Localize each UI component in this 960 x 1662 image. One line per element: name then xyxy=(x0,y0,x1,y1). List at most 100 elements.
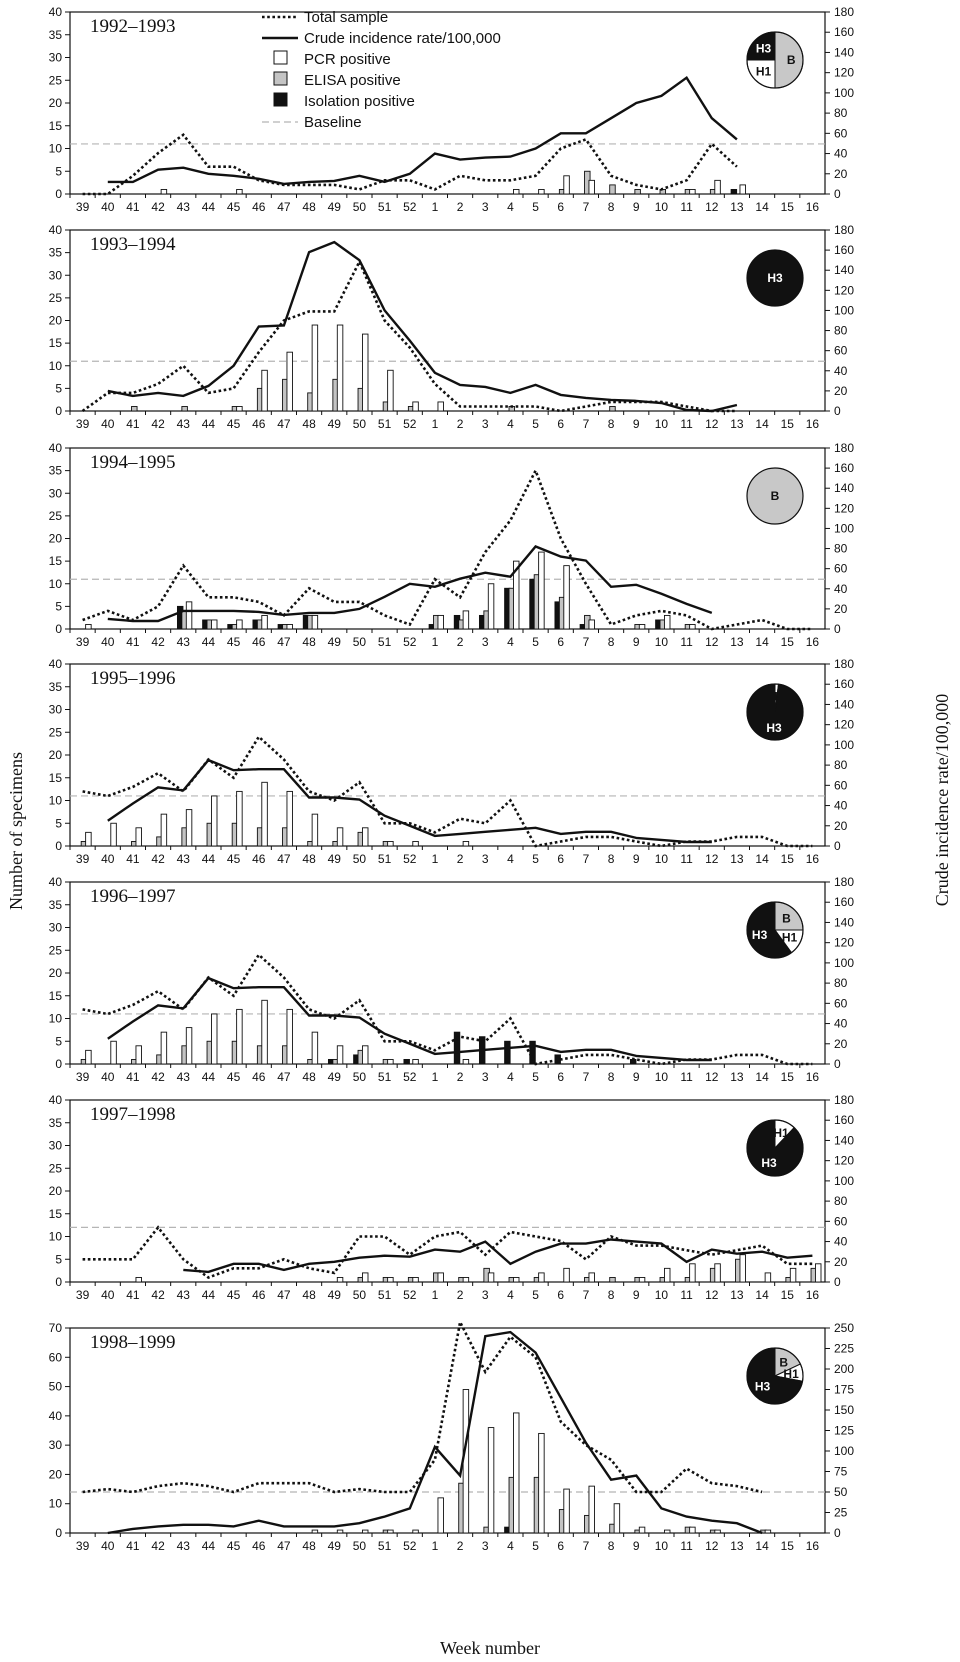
x-tick-label: 43 xyxy=(177,417,191,431)
x-tick-label: 9 xyxy=(633,200,640,214)
panel-2: 0510152025303540020406080100120140160180… xyxy=(49,223,855,431)
x-tick-label: 41 xyxy=(126,635,140,649)
left-tick-label: 50 xyxy=(49,1380,63,1394)
x-tick-label: 50 xyxy=(353,852,367,866)
bar-pcr xyxy=(487,1272,495,1283)
right-tick-label: 120 xyxy=(834,66,854,80)
bar-pcr xyxy=(336,324,344,412)
pie-slice xyxy=(746,249,804,307)
x-tick-label: 7 xyxy=(583,1539,590,1553)
x-tick-label: 8 xyxy=(608,1539,615,1553)
left-tick-label: 30 xyxy=(49,703,63,717)
plot-frame xyxy=(69,881,826,1065)
x-tick-label: 12 xyxy=(705,852,719,866)
x-tick-label: 8 xyxy=(608,417,615,431)
right-tick-label: 80 xyxy=(834,758,848,772)
bar-elisa xyxy=(634,188,641,195)
bar-pcr xyxy=(362,1272,369,1283)
x-tick-label: 3 xyxy=(482,1288,489,1302)
x-tick-label: 48 xyxy=(302,1539,316,1553)
bar-pcr xyxy=(588,1272,595,1283)
x-tick-label: 49 xyxy=(328,635,342,649)
left-tick-label: 10 xyxy=(49,1012,63,1026)
left-tick-label: 40 xyxy=(49,223,63,237)
right-tick-label: 200 xyxy=(834,1362,854,1376)
bar-pcr xyxy=(311,1031,319,1065)
x-tick-label: 3 xyxy=(482,417,489,431)
x-tick-label: 52 xyxy=(403,852,417,866)
right-tick-label: 80 xyxy=(834,542,848,556)
x-tick-label: 1 xyxy=(432,417,439,431)
bar-pcr xyxy=(135,1045,142,1065)
x-tick-label: 46 xyxy=(252,1070,266,1084)
right-tick-label: 100 xyxy=(834,1444,854,1458)
x-tick-label: 2 xyxy=(457,1070,464,1084)
x-tick-label: 46 xyxy=(252,200,266,214)
x-tick-label: 15 xyxy=(781,1539,795,1553)
x-tick-label: 13 xyxy=(730,1070,744,1084)
bar-isolation xyxy=(453,1031,461,1065)
panel-1: 0510152025303540020406080100120140160180… xyxy=(49,5,855,214)
x-tick-label: 15 xyxy=(781,852,795,866)
x-tick-label: 43 xyxy=(177,200,191,214)
season-title: 1994–1995 xyxy=(90,452,176,473)
right-tick-label: 40 xyxy=(834,364,848,378)
plot-frame xyxy=(69,663,826,847)
x-tick-label: 8 xyxy=(608,852,615,866)
bar-pcr xyxy=(437,401,444,412)
incidence-rate-line xyxy=(107,976,712,1062)
left-tick-label: 15 xyxy=(49,336,63,350)
x-tick-label: 47 xyxy=(277,200,291,214)
bar-pcr xyxy=(135,827,142,847)
x-tick-label: 16 xyxy=(806,417,820,431)
right-tick-label: 0 xyxy=(834,187,841,201)
right-tick-label: 60 xyxy=(834,778,848,792)
right-tick-label: 100 xyxy=(834,738,854,752)
x-tick-label: 14 xyxy=(755,1539,769,1553)
x-tick-label: 3 xyxy=(482,1070,489,1084)
left-tick-label: 0 xyxy=(55,187,62,201)
x-tick-label: 13 xyxy=(730,1288,744,1302)
x-tick-label: 13 xyxy=(730,635,744,649)
x-tick-label: 10 xyxy=(655,852,669,866)
pie-label: B xyxy=(787,53,796,67)
right-tick-label: 180 xyxy=(834,223,854,237)
x-tick-label: 5 xyxy=(532,1539,539,1553)
right-tick-label: 80 xyxy=(834,106,848,120)
x-tick-label: 48 xyxy=(302,852,316,866)
left-tick-label: 5 xyxy=(55,164,62,178)
x-tick-label: 10 xyxy=(655,417,669,431)
left-tick-label: 40 xyxy=(49,5,63,19)
left-tick-label: 35 xyxy=(49,1116,63,1130)
pie-label: H3 xyxy=(766,721,782,735)
bar-pcr xyxy=(110,822,117,847)
x-tick-label: 9 xyxy=(633,635,640,649)
bar-pcr xyxy=(211,1013,218,1065)
right-tick-label: 20 xyxy=(834,819,848,833)
legend-label-total: Total sample xyxy=(304,9,388,26)
x-tick-label: 48 xyxy=(302,417,316,431)
x-tick-label: 52 xyxy=(403,1288,417,1302)
x-tick-label: 3 xyxy=(482,200,489,214)
right-tick-label: 160 xyxy=(834,895,854,909)
right-tick-label: 25 xyxy=(834,1506,848,1520)
legend-symbol-pcr xyxy=(273,50,288,65)
legend: Total sample Crude incidence rate/100,000… xyxy=(262,9,501,131)
bar-pcr xyxy=(487,1427,495,1534)
x-tick-label: 9 xyxy=(633,1070,640,1084)
x-tick-label: 6 xyxy=(557,635,564,649)
x-tick-label: 41 xyxy=(126,417,140,431)
bar-pcr xyxy=(412,1276,419,1283)
left-tick-label: 15 xyxy=(49,771,63,785)
bar-pcr xyxy=(211,795,218,847)
legend-label-baseline: Baseline xyxy=(304,114,362,131)
left-tick-label: 35 xyxy=(49,898,63,912)
x-tick-label: 12 xyxy=(705,1539,719,1553)
x-tick-label: 50 xyxy=(353,1070,367,1084)
bar-pcr xyxy=(286,790,293,847)
right-tick-label: 20 xyxy=(834,1037,848,1051)
legend-label-elisa: ELISA positive xyxy=(304,72,401,89)
bar-pcr xyxy=(437,1272,444,1283)
x-tick-label: 15 xyxy=(781,1070,795,1084)
x-tick-label: 47 xyxy=(277,1539,291,1553)
